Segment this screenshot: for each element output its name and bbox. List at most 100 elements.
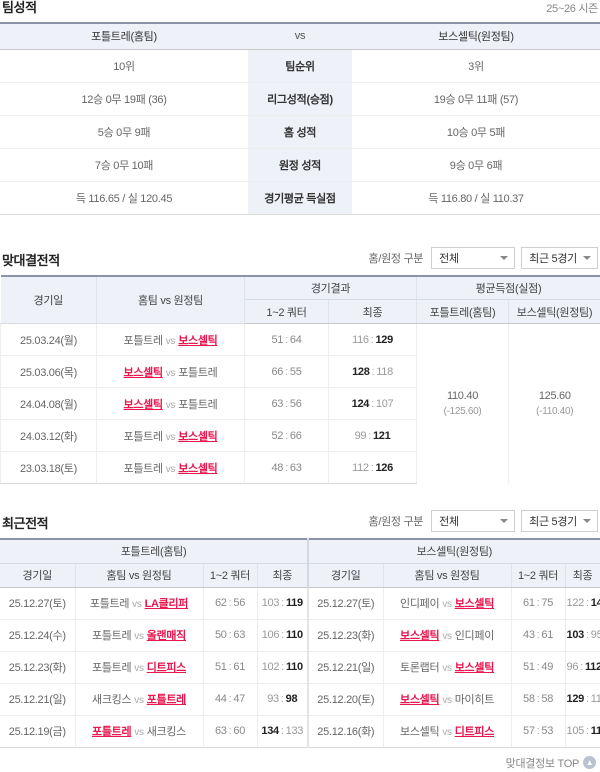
head-to-head-filters: 홈/원정 구분 전체 최근 5경기 <box>369 246 598 269</box>
quarter-score: 52:66 <box>244 419 329 452</box>
home-team-name: 보스셀틱 <box>400 694 440 706</box>
table-row[interactable]: 23.03.18(토) 포틀트레 vs 보스셀틱 48:63 112:126 <box>0 451 600 484</box>
table-row[interactable]: 25.12.23(화) 포틀트레 vs 디트피스 51:61 102:110 25.… <box>0 651 600 684</box>
avg-home-main: 110.40 <box>446 389 479 402</box>
col-date-home: 경기일 <box>0 563 76 588</box>
stat-label: 홈 성적 <box>248 115 352 149</box>
score-separator: : <box>585 597 589 609</box>
recent-scope-select[interactable]: 전체 <box>431 510 516 532</box>
col-vs: vs <box>248 23 352 50</box>
head-to-head-body: 25.03.24(월) 포틀트레 vs 보스셀틱 51:64 116:129 110… <box>0 323 600 484</box>
col-final-away: 최종 <box>565 563 600 588</box>
team-stats-header: 팀성적 25~26 시즌 <box>0 0 600 22</box>
table-row[interactable]: 24.03.12(화) 포틀트레 vs 보스셀틱 52:66 99:121 <box>0 419 600 452</box>
recent-form-body: 25.12.27(토) 포틀트레 vs LA클리퍼 62:56 103:119 25… <box>0 587 600 748</box>
table-row[interactable]: 25.12.19(금) 포틀트레 vs 새크킹스 63:60 134:133 25.… <box>0 715 600 748</box>
quarter-away: 56 <box>233 597 246 609</box>
away-team-name: 새크킹스 <box>146 726 187 738</box>
avg-home-sub: (-125.60) <box>443 405 482 417</box>
match-date: 25.12.21(일) <box>308 651 384 684</box>
head-to-head-title: 맞대결전적 <box>2 252 60 268</box>
quarter-home: 51 <box>214 661 227 673</box>
quarter-away: 49 <box>541 661 554 673</box>
score-separator: : <box>228 661 232 673</box>
final-score: 112:126 <box>328 451 417 484</box>
col-date: 경기일 <box>0 275 97 324</box>
table-row[interactable]: 24.04.08(월) 보스셀틱 vs 포틀트레 63:56 124:107 <box>0 387 600 420</box>
recent-header: 최근전적 홈/원정 구분 전체 최근 5경기 <box>0 510 600 538</box>
match-matchup: 보스셀틱 vs 포틀트레 <box>96 387 245 420</box>
back-to-top-link[interactable]: 맞대결정보 TOP ▲ <box>0 748 600 771</box>
recent-range-select[interactable]: 최근 5경기 <box>521 510 598 532</box>
vs-label: vs <box>442 727 452 738</box>
home-team-name: 포틀트레 <box>123 462 164 475</box>
home-team-name: 토론랩터 <box>400 662 440 674</box>
quarter-away: 56 <box>289 397 302 410</box>
recent-form-table: 포틀트레(홈팀) 보스셀틱(원정팀) 경기일 홈팀 vs 원정팀 1~2 쿼터 … <box>0 538 600 748</box>
stat-away-value: 10승 0무 5패 <box>352 115 600 149</box>
final-home: 124 <box>351 397 370 410</box>
h2h-scope-select[interactable]: 전체 <box>431 246 516 269</box>
chevron-down-icon <box>500 255 509 260</box>
away-team-name: 보스셀틱 <box>178 430 218 443</box>
match-date: 25.12.23(화) <box>0 651 76 684</box>
vs-label: vs <box>165 463 176 475</box>
final-home: 112 <box>352 461 369 474</box>
table-header-row: 1~2 쿼터 최종 포틀트레(홈팀) 보스셀틱(원정팀) <box>1 299 600 324</box>
score-separator: : <box>536 693 540 705</box>
final-home: 99 <box>354 429 367 442</box>
table-row[interactable]: 25.03.24(월) 포틀트레 vs 보스셀틱 51:64 116:129 110… <box>0 323 600 484</box>
match-matchup: 보스셀틱 vs 인디페이 <box>383 619 512 652</box>
table-row[interactable]: 25.12.27(토) 포틀트레 vs LA클리퍼 62:56 103:119 25… <box>0 587 600 620</box>
away-team-name: LA클리퍼 <box>144 598 189 610</box>
quarter-score: 58:58 <box>511 683 566 716</box>
match-matchup: 포틀트레 vs 보스셀틱 <box>96 323 245 356</box>
final-away: 110 <box>285 629 303 641</box>
final-score: 124:107 <box>328 387 417 420</box>
quarter-home: 57 <box>523 725 535 737</box>
vs-label: vs <box>442 695 452 706</box>
home-team-name: 포틀트레 <box>92 662 132 674</box>
score-separator: : <box>280 693 284 705</box>
table-row[interactable]: 25.12.21(일) 새크킹스 vs 포틀트레 44:47 93:98 25.12… <box>0 683 600 716</box>
h2h-range-select[interactable]: 최근 5경기 <box>521 246 598 269</box>
team-stats-table: 포틀트레(홈팀) vs 보스셀틱(원정팀) 10위 팀순위 3위 12승 0무 … <box>0 22 600 215</box>
quarter-away: 66 <box>289 429 302 442</box>
match-matchup: 포틀트레 vs 디트피스 <box>75 651 204 684</box>
match-matchup: 보스셀틱 vs 디트피스 <box>383 715 512 748</box>
head-to-head-header: 맞대결전적 홈/원정 구분 전체 최근 5경기 <box>0 246 600 275</box>
stat-home-value: 10위 <box>0 49 248 83</box>
final-score: 99:121 <box>328 419 417 452</box>
quarter-away: 75 <box>541 597 554 609</box>
final-score: 103:95 <box>565 619 600 652</box>
match-date: 23.03.18(토) <box>0 451 97 484</box>
final-score: 134:133 <box>257 715 310 748</box>
col-final: 최종 <box>328 299 417 324</box>
away-team-name: 인디페이 <box>454 630 495 642</box>
quarter-away: 60 <box>233 725 246 737</box>
quarter-score: 44:47 <box>203 683 258 716</box>
final-away: 119 <box>285 597 303 609</box>
final-away: 133 <box>285 725 304 737</box>
final-score: 93:98 <box>257 683 310 716</box>
quarter-home: 44 <box>214 693 227 705</box>
away-team-name: 올랜매직 <box>146 630 187 642</box>
quarter-away: 58 <box>541 693 554 705</box>
quarter-home: 61 <box>523 597 535 609</box>
away-team-name: 포틀트레 <box>146 694 187 706</box>
final-score: 102:110 <box>257 651 310 684</box>
quarter-home: 52 <box>271 429 284 442</box>
home-team-name: 포틀트레 <box>92 630 132 642</box>
final-home: 105 <box>566 725 585 737</box>
away-team-name: 보스셀틱 <box>454 662 495 674</box>
table-row[interactable]: 25.03.06(목) 보스셀틱 vs 포틀트레 66:55 128:118 <box>0 355 600 388</box>
quarter-score: 43:61 <box>511 619 566 652</box>
score-separator: : <box>280 725 284 737</box>
chevron-down-icon <box>583 519 591 523</box>
quarter-home: 51 <box>271 333 284 346</box>
stat-away-value: 9승 0무 6패 <box>352 148 600 182</box>
table-row[interactable]: 25.12.24(수) 포틀트레 vs 올랜매직 50:63 106:110 25.… <box>0 619 600 652</box>
quarter-home: 48 <box>271 461 284 474</box>
avg-away-main: 125.60 <box>538 389 571 402</box>
stat-home-value: 5승 0무 9패 <box>0 115 248 149</box>
